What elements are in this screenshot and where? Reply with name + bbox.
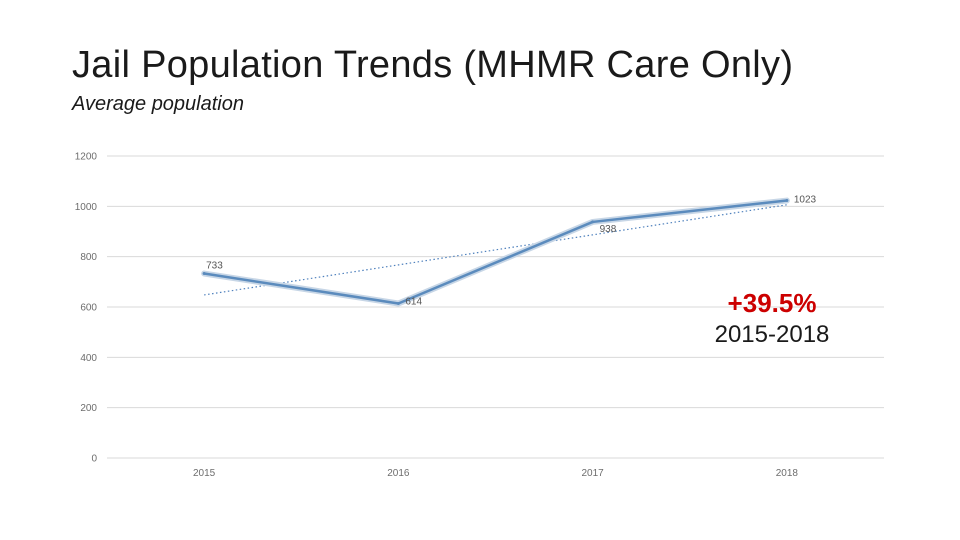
slide-subtitle: Average population — [72, 93, 244, 115]
year-range: 2015-2018 — [714, 321, 830, 348]
data-point — [396, 301, 400, 305]
y-tick-label: 800 — [80, 252, 97, 263]
series-line — [202, 199, 789, 305]
y-tick-label: 1200 — [75, 152, 98, 163]
y-tick-label: 200 — [80, 403, 97, 414]
data-label: 733 — [206, 261, 223, 272]
slide-title: Jail Population Trends (MHMR Care Only) — [72, 44, 794, 86]
x-tick-label: 2017 — [582, 468, 605, 479]
data-label: 614 — [405, 296, 422, 307]
trendline — [204, 204, 787, 296]
y-tick-label: 600 — [80, 303, 97, 314]
data-point — [202, 272, 206, 276]
change-callout: +39.5% 2015-2018 — [662, 287, 882, 351]
x-tick-label: 2015 — [193, 468, 216, 479]
y-tick-label: 0 — [91, 454, 97, 465]
y-tick-label: 400 — [80, 353, 97, 364]
data-label: 1023 — [794, 195, 817, 206]
data-point — [785, 199, 789, 203]
x-tick-label: 2016 — [387, 468, 410, 479]
percent-change: +39.5% — [727, 288, 817, 318]
data-point — [591, 220, 595, 224]
data-label: 938 — [600, 224, 617, 235]
y-tick-label: 1000 — [75, 202, 98, 213]
x-tick-label: 2018 — [776, 468, 799, 479]
